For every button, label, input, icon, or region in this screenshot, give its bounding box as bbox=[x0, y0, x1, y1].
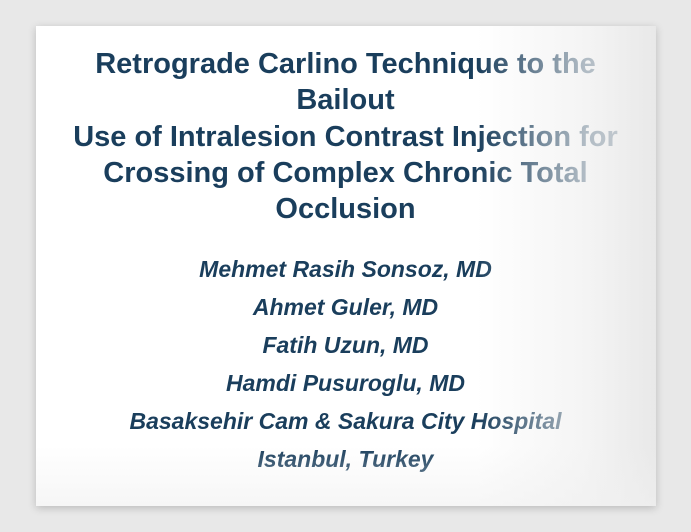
author-line: Mehmet Rasih Sonsoz, MD bbox=[46, 255, 646, 285]
slide-title: Retrograde Carlino Technique to the Bail… bbox=[46, 46, 646, 227]
author-line: Fatih Uzun, MD bbox=[46, 331, 646, 361]
title-line-3: Crossing of Complex Chronic Total bbox=[103, 157, 587, 189]
author-line: Ahmet Guler, MD bbox=[46, 293, 646, 323]
affiliation-line: Basaksehir Cam & Sakura City Hospital bbox=[46, 407, 646, 437]
author-line: Hamdi Pusuroglu, MD bbox=[46, 369, 646, 399]
title-line-1: Retrograde Carlino Technique to the Bail… bbox=[95, 48, 596, 116]
location-line: Istanbul, Turkey bbox=[46, 445, 646, 475]
title-line-4: Occlusion bbox=[275, 193, 415, 225]
title-line-2: Use of Intralesion Contrast Injection fo… bbox=[73, 121, 618, 153]
slide-content: Retrograde Carlino Technique to the Bail… bbox=[36, 26, 656, 506]
slide-container: Retrograde Carlino Technique to the Bail… bbox=[36, 26, 656, 506]
authors-list: Mehmet Rasih Sonsoz, MD Ahmet Guler, MD … bbox=[46, 255, 646, 474]
